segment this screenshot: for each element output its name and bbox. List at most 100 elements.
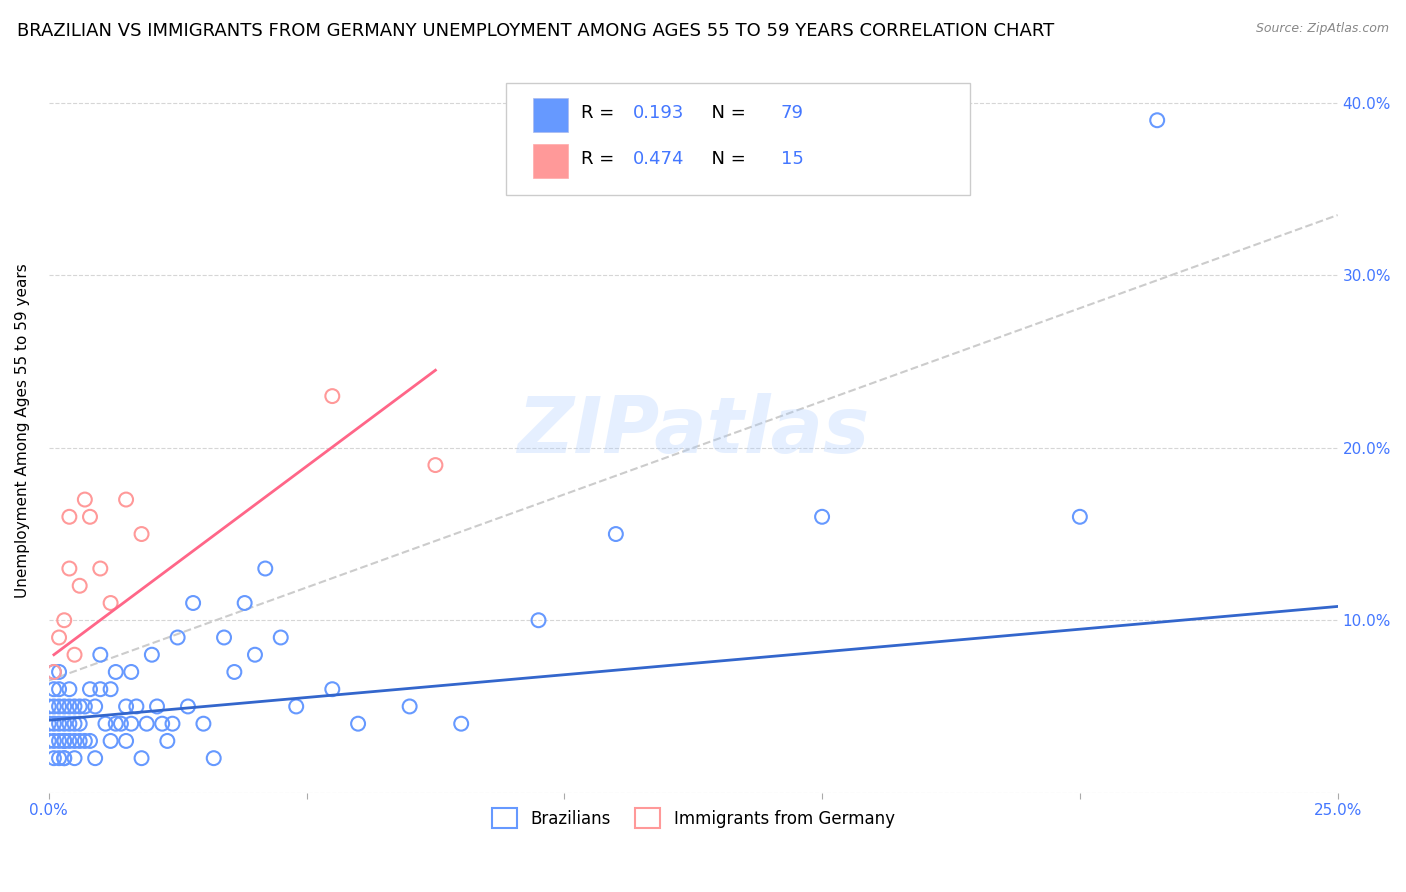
Immigrants from Germany	[100, 596, 122, 610]
Brazilians	[58, 682, 80, 697]
Brazilians	[131, 751, 153, 765]
Brazilians	[38, 716, 60, 731]
Brazilians	[69, 716, 91, 731]
Brazilians	[84, 699, 107, 714]
Brazilians	[69, 699, 91, 714]
Brazilians	[53, 734, 76, 748]
FancyBboxPatch shape	[533, 98, 568, 132]
FancyBboxPatch shape	[506, 83, 970, 195]
Brazilians	[69, 734, 91, 748]
Brazilians	[38, 734, 60, 748]
Brazilians	[156, 734, 179, 748]
Brazilians	[166, 631, 188, 645]
Brazilians	[94, 716, 117, 731]
Brazilians	[254, 561, 277, 575]
Text: R =: R =	[581, 150, 620, 168]
Brazilians	[53, 716, 76, 731]
Brazilians	[104, 665, 127, 679]
Brazilians	[450, 716, 472, 731]
Text: ZIPatlas: ZIPatlas	[517, 392, 869, 468]
Brazilians	[53, 699, 76, 714]
Brazilians	[347, 716, 370, 731]
Immigrants from Germany	[89, 561, 111, 575]
Brazilians	[110, 716, 132, 731]
Brazilians	[150, 716, 173, 731]
Brazilians	[73, 734, 96, 748]
Brazilians	[48, 699, 70, 714]
FancyBboxPatch shape	[533, 144, 568, 178]
Immigrants from Germany	[53, 613, 76, 627]
Brazilians	[53, 751, 76, 765]
Brazilians	[115, 734, 138, 748]
Brazilians	[162, 716, 184, 731]
Brazilians	[321, 682, 343, 697]
Immigrants from Germany	[58, 561, 80, 575]
Immigrants from Germany	[63, 648, 86, 662]
Brazilians	[42, 716, 65, 731]
Brazilians	[63, 699, 86, 714]
Brazilians	[193, 716, 215, 731]
Brazilians	[811, 509, 834, 524]
Text: 0.474: 0.474	[633, 150, 685, 168]
Brazilians	[212, 631, 235, 645]
Brazilians	[63, 716, 86, 731]
Brazilians	[73, 699, 96, 714]
Text: N =: N =	[700, 104, 751, 122]
Brazilians	[58, 699, 80, 714]
Immigrants from Germany	[79, 509, 101, 524]
Text: BRAZILIAN VS IMMIGRANTS FROM GERMANY UNEMPLOYMENT AMONG AGES 55 TO 59 YEARS CORR: BRAZILIAN VS IMMIGRANTS FROM GERMANY UNE…	[17, 22, 1054, 40]
Text: N =: N =	[700, 150, 751, 168]
Brazilians	[89, 682, 111, 697]
Brazilians	[84, 751, 107, 765]
Immigrants from Germany	[58, 509, 80, 524]
Immigrants from Germany	[69, 579, 91, 593]
Immigrants from Germany	[131, 527, 153, 541]
Immigrants from Germany	[115, 492, 138, 507]
Brazilians	[135, 716, 157, 731]
Brazilians	[100, 734, 122, 748]
Brazilians	[177, 699, 200, 714]
Immigrants from Germany	[48, 631, 70, 645]
Text: Source: ZipAtlas.com: Source: ZipAtlas.com	[1256, 22, 1389, 36]
Immigrants from Germany	[42, 665, 65, 679]
Immigrants from Germany	[73, 492, 96, 507]
Brazilians	[48, 716, 70, 731]
Brazilians	[398, 699, 420, 714]
Brazilians	[100, 682, 122, 697]
Brazilians	[58, 734, 80, 748]
Brazilians	[42, 665, 65, 679]
Brazilians	[42, 682, 65, 697]
Brazilians	[285, 699, 308, 714]
Immigrants from Germany	[425, 458, 447, 472]
Brazilians	[42, 751, 65, 765]
Brazilians	[42, 699, 65, 714]
Legend: Brazilians, Immigrants from Germany: Brazilians, Immigrants from Germany	[485, 801, 901, 835]
Brazilians	[120, 716, 142, 731]
Brazilians	[53, 734, 76, 748]
Brazilians	[48, 734, 70, 748]
Brazilians	[42, 734, 65, 748]
Brazilians	[125, 699, 148, 714]
Brazilians	[38, 699, 60, 714]
Brazilians	[146, 699, 169, 714]
Immigrants from Germany	[321, 389, 343, 403]
Brazilians	[79, 734, 101, 748]
Brazilians	[202, 751, 225, 765]
Brazilians	[115, 699, 138, 714]
Brazilians	[63, 734, 86, 748]
Brazilians	[605, 527, 627, 541]
Brazilians	[224, 665, 246, 679]
Brazilians	[48, 665, 70, 679]
Brazilians	[120, 665, 142, 679]
Brazilians	[181, 596, 204, 610]
Brazilians	[48, 682, 70, 697]
Text: 0.193: 0.193	[633, 104, 683, 122]
Y-axis label: Unemployment Among Ages 55 to 59 years: Unemployment Among Ages 55 to 59 years	[15, 263, 30, 598]
Brazilians	[53, 751, 76, 765]
Brazilians	[104, 716, 127, 731]
Brazilians	[1069, 509, 1091, 524]
Brazilians	[1146, 113, 1168, 128]
Brazilians	[58, 716, 80, 731]
Brazilians	[527, 613, 550, 627]
Brazilians	[63, 751, 86, 765]
